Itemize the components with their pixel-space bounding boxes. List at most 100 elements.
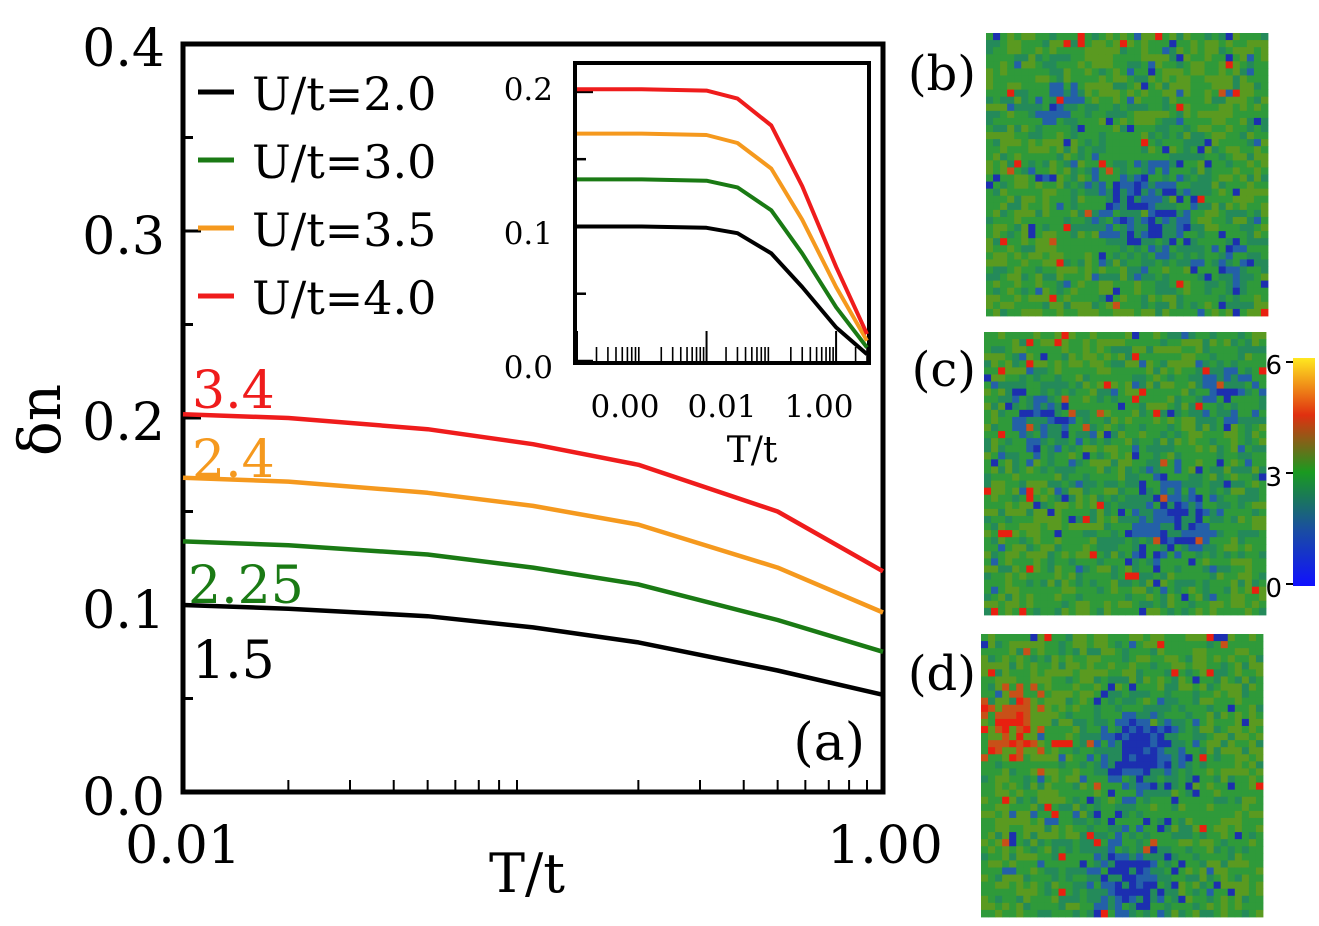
heatmap-cell <box>1155 188 1163 197</box>
heatmap-cell <box>1051 648 1059 656</box>
heatmap-cell <box>1216 388 1225 397</box>
heatmap-cell <box>1084 82 1093 91</box>
heatmap-cell <box>1065 683 1074 691</box>
heatmap-cell <box>1181 360 1189 368</box>
heatmap-cell <box>1093 634 1102 642</box>
heatmap-cell <box>1058 782 1066 791</box>
heatmap-cell <box>1139 367 1147 375</box>
heatmap-cell <box>1220 874 1229 883</box>
heatmap-cell <box>1068 537 1077 545</box>
heatmap-cell <box>1091 216 1100 225</box>
heatmap-cell <box>1141 294 1149 303</box>
heatmap-cell <box>1016 754 1024 762</box>
heatmap-cell <box>1171 832 1179 840</box>
heatmap-cell <box>1251 416 1260 425</box>
heatmap-cell <box>1047 431 1055 439</box>
heatmap-cell <box>1044 690 1052 699</box>
heatmap-cell <box>1033 367 1041 375</box>
heatmap-cell <box>1160 452 1168 460</box>
heatmap-cell <box>1082 558 1091 566</box>
heatmap-cell <box>1227 895 1236 904</box>
heatmap-cell <box>998 466 1006 474</box>
heatmap-cell <box>1070 224 1079 232</box>
heatmap-cell <box>1164 725 1172 734</box>
heatmap-cell <box>1112 139 1121 147</box>
heatmap-cell <box>1253 202 1262 211</box>
inset-ytick-0.1: 0.1 <box>504 216 553 252</box>
inset-plot-frame <box>573 61 871 365</box>
heatmap-cell <box>993 259 1001 267</box>
heatmap-cell <box>1162 54 1170 62</box>
heatmap-cell <box>1042 273 1050 282</box>
heatmap-cell <box>1051 789 1059 798</box>
heatmap-cell <box>1044 747 1052 755</box>
heatmap-cell <box>1075 523 1084 531</box>
heatmap-cell <box>1042 33 1050 41</box>
heatmap-cell <box>1206 803 1215 812</box>
heatmap-cell <box>1181 445 1189 453</box>
heatmap-cell <box>1028 167 1036 175</box>
heatmap-cell <box>1016 832 1024 840</box>
heatmap-cell <box>1023 810 1031 819</box>
heatmap-cell <box>991 607 999 616</box>
heatmap-cell <box>1110 515 1119 524</box>
heatmap-cell <box>1103 523 1112 531</box>
heatmap-cell <box>1185 641 1193 649</box>
heatmap-cell <box>1047 402 1055 411</box>
xtick-label-0.01: 0.01 <box>125 816 241 876</box>
heatmap-cell <box>1100 634 1109 642</box>
heatmap-cell <box>1023 902 1031 911</box>
heatmap-cell <box>1132 346 1140 354</box>
heatmap-cell <box>1037 768 1045 776</box>
heatmap-cell <box>1005 551 1013 559</box>
heatmap-cell <box>1178 867 1186 875</box>
heatmap-cell <box>1009 846 1017 854</box>
inset-series-U/t=4.0 <box>577 87 869 335</box>
heatmap-cell <box>1009 704 1017 713</box>
heatmap-cell <box>1202 367 1210 375</box>
heatmap-cell <box>1056 160 1064 168</box>
heatmap-cell <box>1072 711 1081 720</box>
heatmap-cell <box>1089 537 1098 545</box>
heatmap-cell <box>1188 572 1196 581</box>
heatmap-cell <box>1181 409 1189 418</box>
heatmap-cell <box>1063 110 1071 119</box>
heatmap-cell <box>1192 860 1200 868</box>
heatmap-cell <box>1141 68 1149 76</box>
heatmap-cell <box>1244 374 1253 382</box>
heatmap-cell <box>1162 89 1170 98</box>
heatmap-cell <box>1155 153 1163 161</box>
heatmap-cell <box>1260 82 1269 91</box>
legend-label-u4: U/t=4.0 <box>252 271 436 325</box>
heatmap-cell <box>1127 308 1135 317</box>
heatmap-cell <box>1068 381 1077 389</box>
heatmap-cell <box>1169 216 1177 225</box>
heatmap-cell <box>1239 103 1248 112</box>
heatmap-cell <box>1183 153 1191 161</box>
heatmap-cell <box>1089 445 1098 453</box>
heatmap-cell <box>1136 648 1144 656</box>
heatmap-cell <box>1117 452 1126 460</box>
heatmap-cell <box>1112 308 1121 317</box>
heatmap-cell <box>1253 216 1262 225</box>
heatmap-cell <box>1000 89 1008 98</box>
heatmap-cell <box>1223 459 1232 467</box>
heatmap-cell <box>1162 259 1170 267</box>
heatmap-cell <box>1033 332 1041 340</box>
heatmap-cell <box>1119 75 1128 83</box>
heatmap-cell <box>1014 103 1022 112</box>
heatmap-cell <box>1246 132 1255 140</box>
heatmap-cell <box>1086 810 1095 819</box>
heatmap-cell <box>1058 796 1066 805</box>
heatmap-cell <box>1227 902 1236 911</box>
heatmap-cell <box>1042 294 1050 303</box>
heatmap-cell <box>1181 501 1189 510</box>
heatmap-cell <box>1143 825 1151 833</box>
heatmap-cell <box>1202 473 1210 481</box>
heatmap-cell <box>1153 360 1161 368</box>
heatmap-cell <box>1206 747 1215 755</box>
heatmap-cell <box>1167 381 1175 389</box>
heatmap-cell <box>1195 388 1203 397</box>
heatmap-cell <box>988 832 996 840</box>
heatmap-cell <box>1230 530 1239 538</box>
